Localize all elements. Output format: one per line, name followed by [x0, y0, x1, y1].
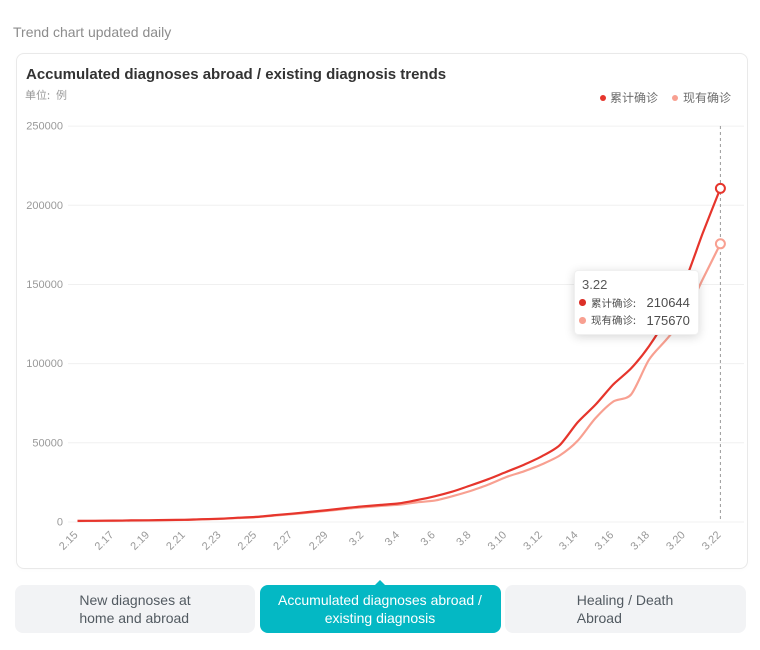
svg-text:50000: 50000 [32, 437, 63, 449]
svg-text:3.14: 3.14 [557, 529, 581, 553]
svg-text:2.21: 2.21 [164, 529, 188, 553]
svg-text:3.20: 3.20 [664, 529, 688, 553]
svg-text:2.17: 2.17 [93, 529, 117, 553]
svg-text:3.4: 3.4 [383, 529, 402, 548]
svg-text:3.6: 3.6 [419, 529, 438, 548]
svg-text:3.10: 3.10 [486, 529, 510, 553]
svg-text:250000: 250000 [26, 121, 63, 133]
svg-text:2.29: 2.29 [307, 529, 331, 553]
svg-text:2.27: 2.27 [271, 529, 295, 553]
svg-text:0: 0 [57, 517, 63, 529]
svg-text:2.15: 2.15 [57, 529, 81, 553]
svg-text:2.25: 2.25 [236, 529, 260, 553]
svg-text:150000: 150000 [26, 279, 63, 291]
svg-text:100000: 100000 [26, 358, 63, 370]
svg-text:3.8: 3.8 [454, 529, 473, 548]
svg-text:2.19: 2.19 [128, 529, 152, 553]
svg-text:3.18: 3.18 [628, 529, 652, 553]
svg-text:3.2: 3.2 [347, 529, 366, 548]
svg-text:3.22: 3.22 [700, 529, 724, 553]
svg-text:3.12: 3.12 [521, 529, 545, 553]
svg-text:3.16: 3.16 [593, 529, 617, 553]
svg-text:200000: 200000 [26, 200, 63, 212]
svg-text:2.23: 2.23 [200, 529, 224, 553]
